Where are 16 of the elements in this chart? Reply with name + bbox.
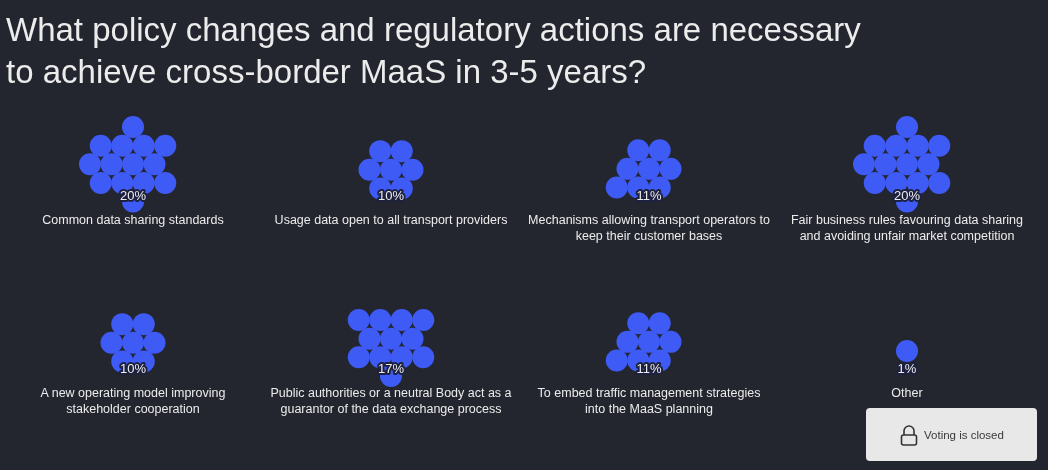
- category-label: Mechanisms allowing transport operators to keep their customer bases: [528, 213, 770, 244]
- category-label: A new operating model improving stakeholder cooperation: [40, 386, 226, 417]
- data-label: 20%: [893, 187, 921, 203]
- category-label: Common data sharing standards: [42, 213, 224, 228]
- data-label: 10%: [119, 360, 147, 376]
- text: What policy changes and regulatory actions are necessary to achieve cross-border MaaS in 3-5 years?: [6, 11, 862, 90]
- data-label: 1%: [897, 360, 917, 376]
- data-label: 17%: [377, 360, 405, 376]
- category-label: Public authorities or a neutral Body act as a guarantor of the data exchange process: [270, 386, 512, 417]
- data-label: 10%: [377, 187, 405, 203]
- text: Voting is closed: [924, 429, 1004, 442]
- category-label: Other: [891, 386, 923, 401]
- data-label: 20%: [119, 187, 147, 203]
- category-label: Fair business rules favouring data sharing and avoiding unfair market competition: [790, 213, 1024, 244]
- category-label: To embed traffic management strategies into the MaaS planning: [537, 386, 761, 417]
- category-label: Usage data open to all transport providers: [274, 213, 508, 228]
